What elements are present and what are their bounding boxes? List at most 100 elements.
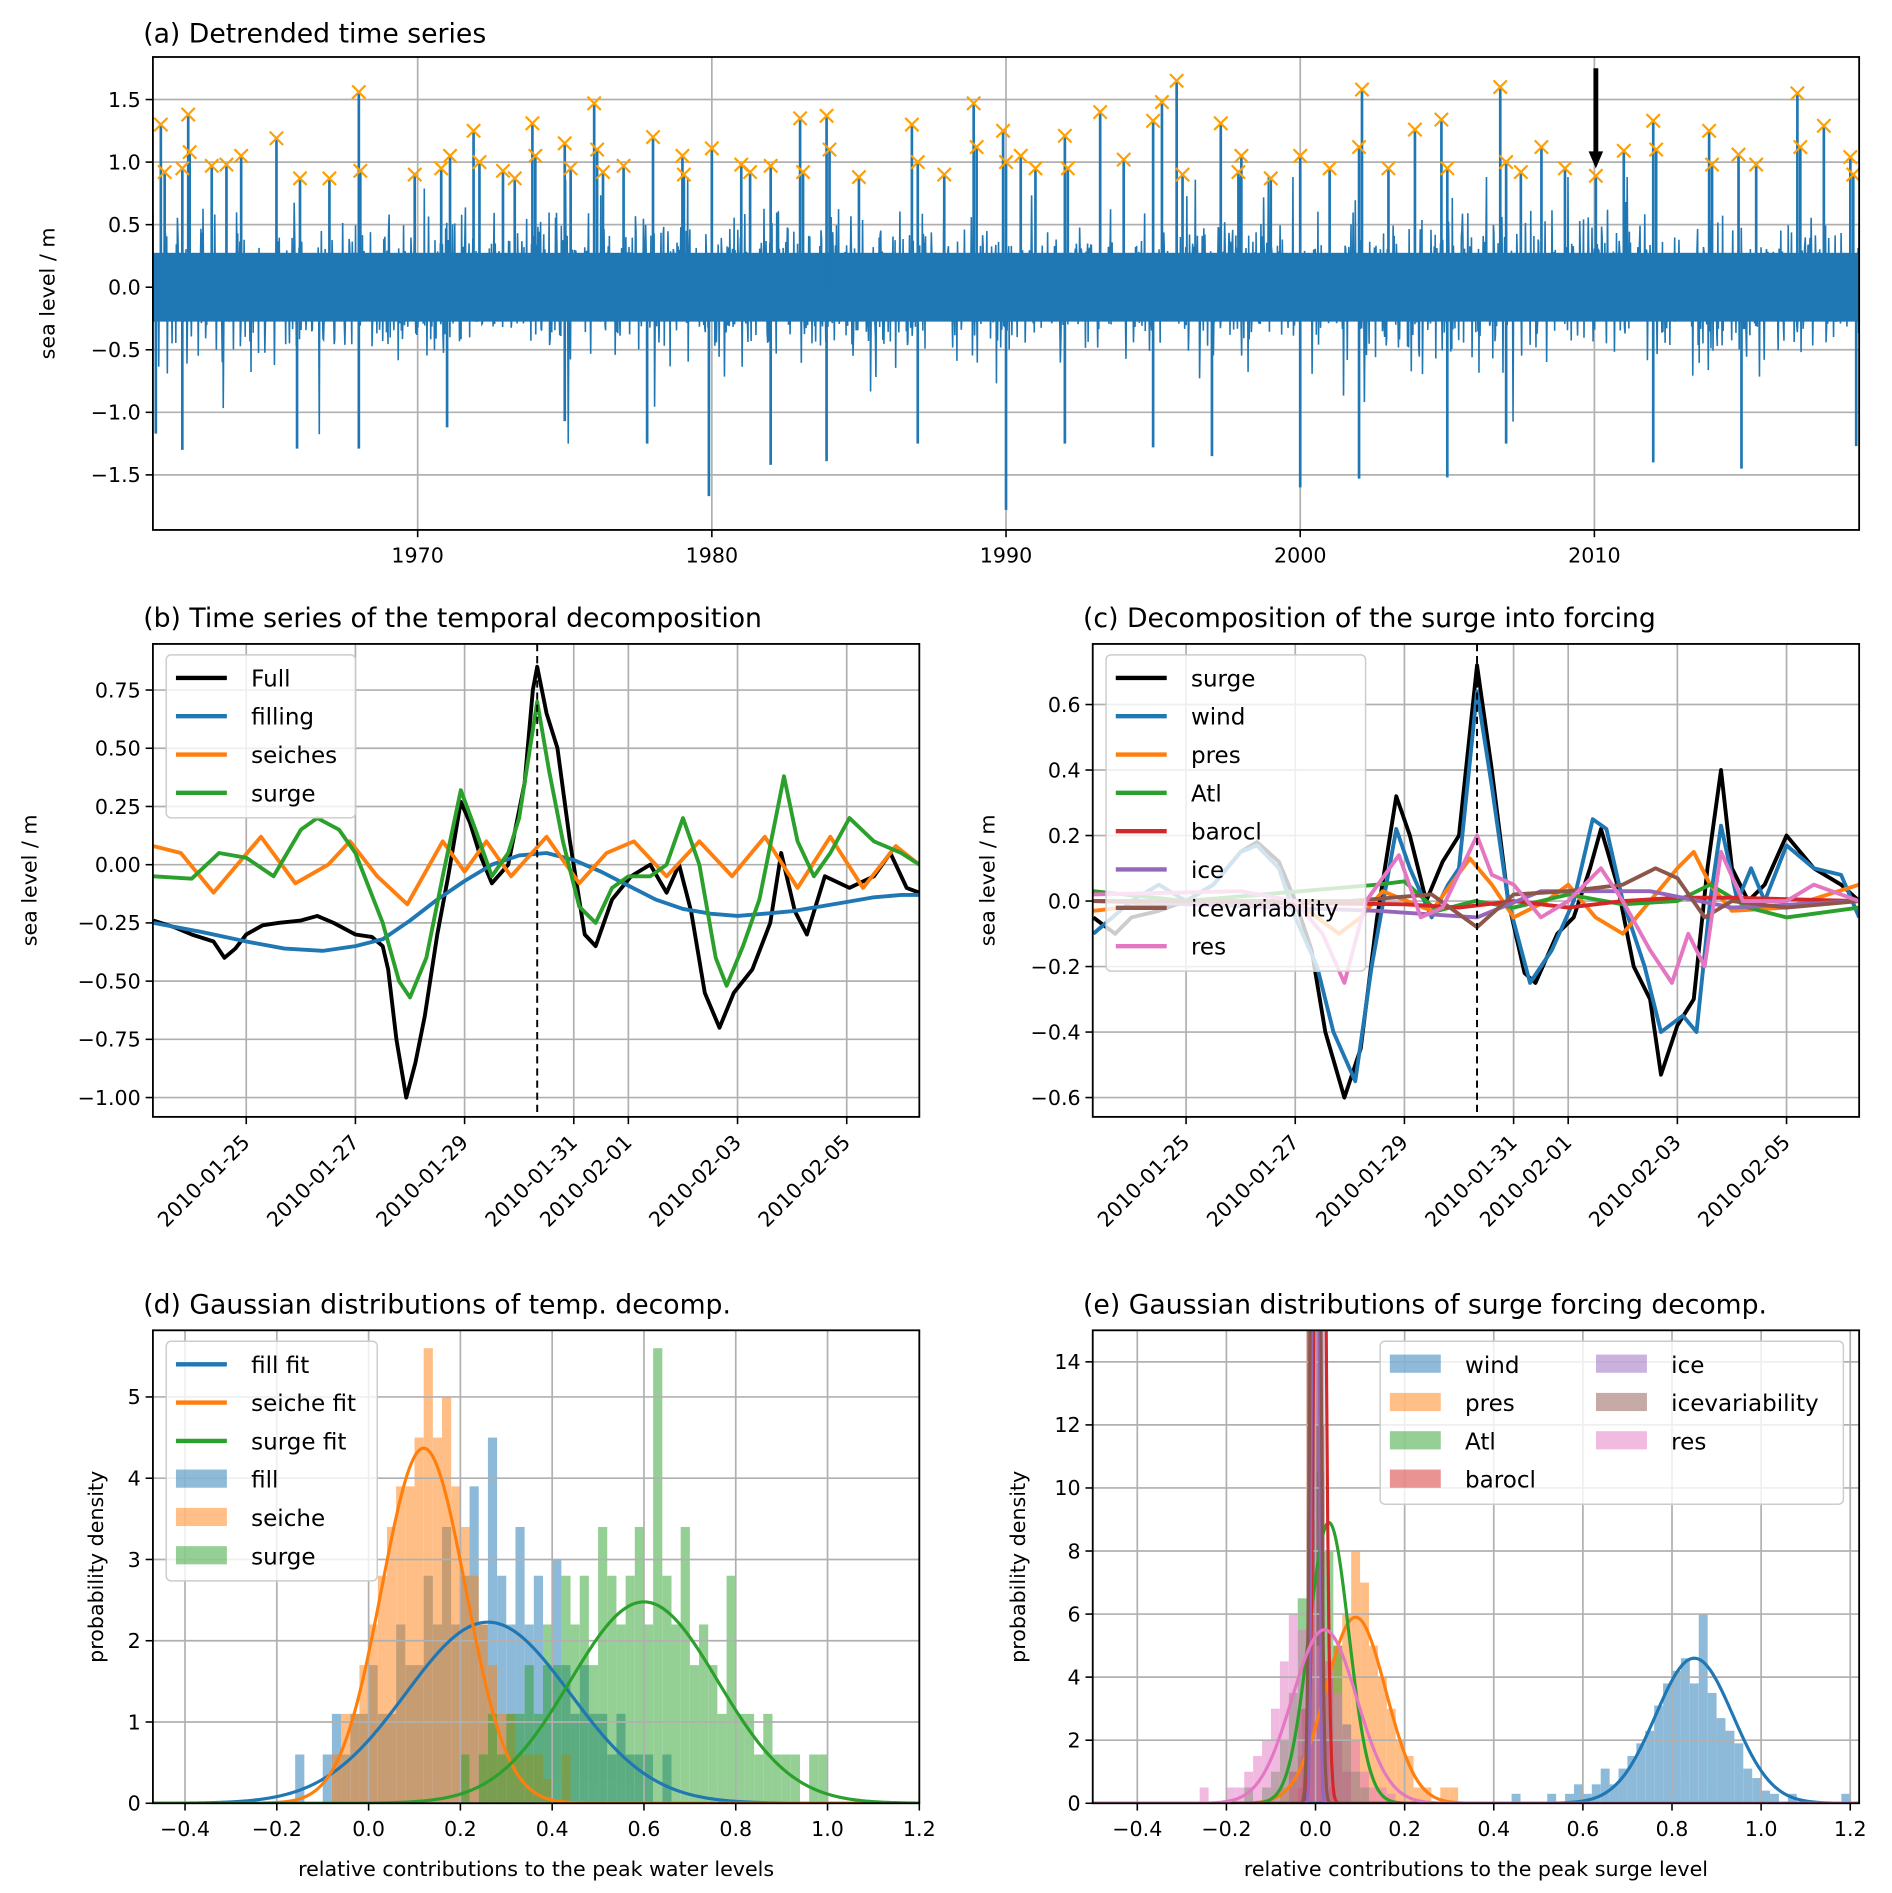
y-axis-label: sea level / m [17,815,41,947]
peak-marker [180,107,196,122]
hist-bar [1297,1629,1307,1804]
peak-marker [527,148,543,164]
peak-marker [704,140,720,156]
legend-label: ice [1671,1353,1704,1379]
peak-marker [1013,148,1029,164]
peak-marker [407,167,423,183]
peak-marker [995,123,1011,139]
hist-bar [1689,1683,1699,1804]
legend: wind pres Atl barocl ice icevariability res [1379,1340,1845,1505]
hist-bar [744,1713,755,1804]
peak-marker [433,160,449,176]
hist-bar [625,1575,635,1804]
hist-bar [1342,1614,1352,1804]
peak-marker [1154,94,1170,110]
x-tick-label: 2010-01-25 [1093,1130,1195,1232]
x-tick-label: 2010-01-27 [262,1130,364,1232]
hist-bar [607,1575,617,1804]
y-tick-label: 0 [1067,1792,1080,1816]
hist-bar [1395,1740,1405,1804]
peak-marker [763,158,779,174]
peak-marker [795,164,811,180]
y-tick-label: 6 [1067,1602,1080,1626]
peak-marker [1492,79,1508,95]
legend-box [1105,654,1367,972]
peak-marker [819,108,835,124]
x-tick-label: 0.2 [444,1817,477,1841]
hist-bar [588,1665,599,1804]
hist-bar [1752,1778,1762,1804]
legend-label: Atl [1191,781,1222,807]
hist-bar [487,1713,498,1804]
y-tick-label: −1.0 [91,401,141,425]
hist-bar [662,1575,672,1804]
peak-marker [1230,164,1246,180]
plot-area [152,56,1860,530]
x-tick-label: 0.2 [1388,1817,1421,1841]
hist-bar [533,1575,543,1804]
hist-bar [1253,1755,1263,1804]
legend-swatch [1389,1354,1441,1373]
hist-bar [1680,1658,1690,1804]
hist-bar [1199,1787,1209,1804]
panel-d: (d) Gaussian distributions of temp. deco… [84,1289,936,1881]
peak-marker [1116,152,1132,168]
hist-bar [699,1624,709,1804]
hist-bar [1547,1793,1557,1804]
hist-bar [1351,1740,1361,1804]
hist-bar [708,1665,718,1804]
x-tick-label: 1.2 [1834,1817,1867,1841]
peak-marker [507,170,523,186]
peak-marker [589,142,605,158]
hist-bar [552,1665,562,1804]
x-axis-label: relative contributions to the peak water… [298,1857,774,1881]
hist-bar [763,1713,773,1804]
hist-bar [1734,1743,1744,1804]
peak-marker [1816,118,1832,134]
peak-marker [966,95,982,111]
peak-marker [792,110,808,126]
hist-bar [478,1624,488,1804]
hist-bar [1369,1645,1378,1804]
legend-swatch [1389,1431,1441,1450]
hist-bar [451,1486,461,1804]
hist-bar [809,1754,819,1804]
legend-label: icevariability [1191,896,1338,922]
gaussian-fit-surge-fit [152,1600,920,1804]
y-tick-label: 8 [1067,1539,1080,1563]
x-tick-label: 2010-02-05 [753,1130,855,1232]
y-axis-label: probability density [84,1471,108,1663]
hist-bar [643,1624,654,1804]
y-tick-label: 0.75 [95,678,141,702]
peak-marker [524,115,540,131]
peak-marker [1213,115,1229,131]
hist-bar [1288,1614,1298,1804]
legend-label: wind [1465,1353,1519,1379]
y-tick-label: −0.75 [78,1028,141,1052]
panel-b: (b) Time series of the temporal decompos… [17,603,921,1232]
hist-bar [1226,1787,1236,1804]
legend: Full filling seiches surge [165,654,357,819]
hist-bar [515,1526,525,1804]
hist-bar [432,1437,443,1804]
hist-bar [1645,1730,1655,1804]
y-tick-label: −0.50 [78,969,141,993]
peak-marker [1322,160,1338,176]
y-tick-label: 5 [128,1385,141,1409]
legend-label: seiche [251,1506,325,1532]
plot-area [1092,643,1860,1117]
hist-bar [1279,1661,1289,1804]
legend-label: ice [1191,858,1224,884]
peak-marker [645,129,661,145]
y-tick-label: 0.4 [1048,758,1081,782]
x-tick-label: 2010-01-25 [153,1130,255,1232]
hist-bar [1743,1768,1753,1804]
legend-label: surge [1191,666,1255,692]
hist-bar [331,1754,342,1804]
hist-bar [1422,1787,1432,1804]
legend-label: seiches [251,743,337,769]
x-tick-label: −0.2 [1201,1817,1251,1841]
x-tick-label: 2010-01-29 [371,1130,473,1232]
series-line-seiches [153,834,920,907]
peak-marker [321,170,337,186]
